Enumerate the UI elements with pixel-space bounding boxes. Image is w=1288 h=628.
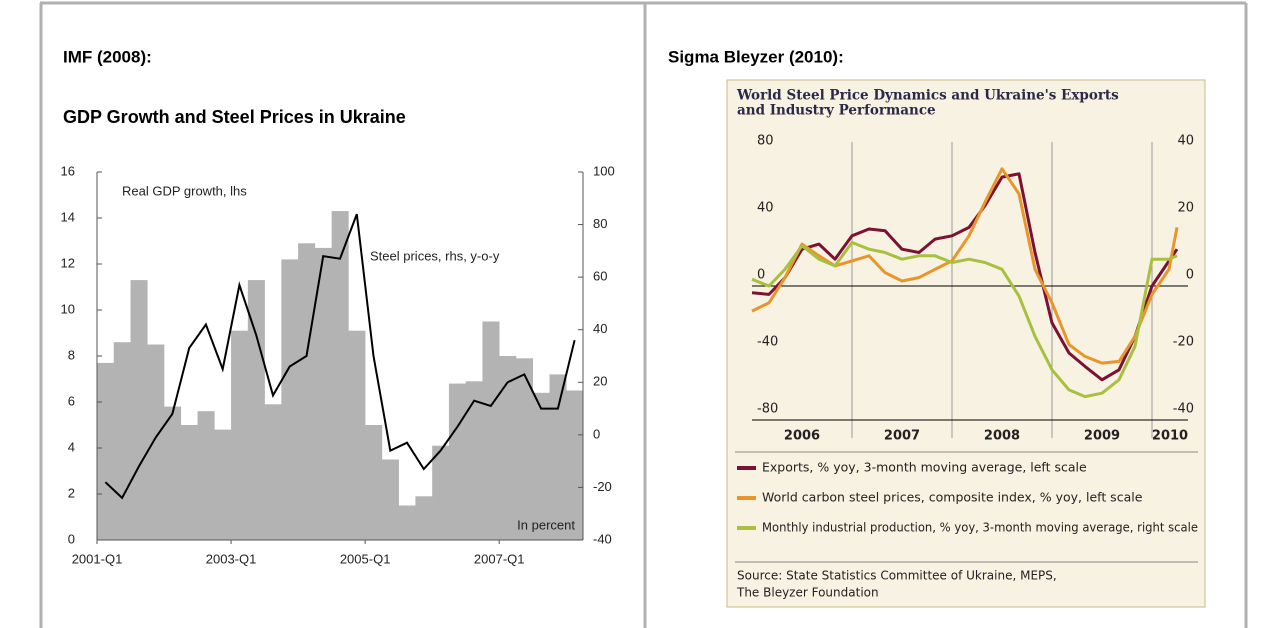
x-tick-label: 2006 bbox=[784, 429, 820, 444]
x-tick-label: 2005-Q1 bbox=[340, 551, 391, 566]
source: Source: State Statistics Committee of Uk… bbox=[737, 569, 1057, 583]
annotation: Steel prices, rhs, y-o-y bbox=[370, 248, 500, 263]
bar bbox=[515, 358, 534, 540]
annotation: Real GDP growth, lhs bbox=[122, 183, 247, 198]
source: The Bleyzer Foundation bbox=[736, 586, 879, 600]
y2-tick-label: 100 bbox=[593, 163, 615, 178]
y-tick-label: 12 bbox=[61, 255, 75, 270]
bar bbox=[432, 445, 450, 540]
line bbox=[751, 172, 1179, 382]
bar bbox=[97, 362, 115, 540]
y-tick-label: 4 bbox=[68, 439, 75, 454]
line bbox=[104, 213, 576, 500]
y2-tick-label: 0 bbox=[1186, 268, 1194, 283]
y-tick-label: 0 bbox=[757, 268, 765, 283]
y-tick-label: -40 bbox=[757, 335, 778, 350]
bar bbox=[231, 330, 249, 540]
chart-title: GDP Growth and Steel Prices in Ukraine bbox=[63, 107, 406, 127]
y2-tick-label: -20 bbox=[593, 479, 612, 494]
y2-tick-label: 60 bbox=[593, 269, 607, 284]
bar bbox=[214, 429, 232, 540]
y-tick-label: 2 bbox=[68, 485, 75, 500]
heading: Sigma Bleyzer (2010): bbox=[668, 47, 844, 66]
legend-label: World carbon steel prices, composite ind… bbox=[762, 490, 1143, 505]
bar bbox=[298, 243, 316, 541]
y-tick-label: 10 bbox=[61, 301, 75, 316]
bar bbox=[499, 356, 517, 540]
bar bbox=[113, 342, 131, 540]
bar bbox=[365, 425, 383, 540]
y2-tick-label: -40 bbox=[1173, 402, 1194, 417]
x-tick-label: 2001-Q1 bbox=[72, 551, 123, 566]
bar bbox=[549, 374, 567, 540]
chart-frame bbox=[726, 79, 1206, 608]
y2-tick-label: 80 bbox=[593, 216, 607, 231]
chart-title: and Industry Performance bbox=[737, 103, 936, 119]
y2-tick-label: 20 bbox=[593, 374, 607, 389]
bar bbox=[465, 381, 483, 540]
bar bbox=[398, 505, 416, 540]
bar bbox=[180, 425, 198, 540]
y-tick-label: 0 bbox=[68, 531, 75, 546]
line bbox=[751, 241, 1178, 399]
chart-title: World Steel Price Dynamics and Ukraine's… bbox=[736, 88, 1119, 104]
bar bbox=[532, 392, 550, 540]
x-tick-label: 2009 bbox=[1084, 429, 1120, 444]
bar bbox=[281, 259, 299, 540]
y2-tick-label: -40 bbox=[593, 531, 612, 546]
bar bbox=[247, 280, 265, 540]
bar bbox=[415, 496, 433, 540]
x-tick-label: 2010 bbox=[1152, 429, 1188, 444]
bar bbox=[331, 211, 349, 540]
x-tick-label: 2003-Q1 bbox=[206, 551, 257, 566]
bar bbox=[448, 383, 466, 540]
annotation: In percent bbox=[517, 517, 575, 532]
x-tick-label: 2007-Q1 bbox=[474, 551, 525, 566]
y-tick-label: 6 bbox=[68, 393, 75, 408]
y-tick-label: 8 bbox=[68, 347, 75, 362]
bar bbox=[566, 390, 584, 540]
y2-tick-label: 20 bbox=[1177, 201, 1194, 216]
y2-tick-label: 40 bbox=[593, 321, 607, 336]
x-tick-label: 2007 bbox=[884, 429, 920, 444]
bar bbox=[130, 280, 148, 540]
legend-label: Exports, % yoy, 3-month moving average, … bbox=[762, 460, 1087, 475]
bar bbox=[482, 321, 500, 540]
y-tick-label: 80 bbox=[757, 134, 774, 149]
y2-tick-label: 0 bbox=[593, 426, 600, 441]
legend-label: Monthly industrial production, % yoy, 3-… bbox=[762, 520, 1198, 535]
line bbox=[751, 167, 1179, 365]
bar bbox=[314, 247, 332, 540]
y2-tick-label: 40 bbox=[1177, 134, 1194, 149]
y-tick-label: 40 bbox=[757, 201, 774, 216]
bar bbox=[264, 404, 282, 540]
bar bbox=[348, 330, 366, 540]
heading: IMF (2008): bbox=[63, 47, 152, 66]
bar bbox=[164, 406, 182, 540]
bar bbox=[381, 459, 399, 540]
y-tick-label: 16 bbox=[61, 163, 75, 178]
y-tick-label: 14 bbox=[61, 209, 75, 224]
bar bbox=[197, 411, 215, 540]
x-tick-label: 2008 bbox=[984, 429, 1020, 444]
bar bbox=[147, 344, 165, 540]
y2-tick-label: -20 bbox=[1173, 335, 1194, 350]
y-tick-label: -80 bbox=[757, 402, 778, 417]
